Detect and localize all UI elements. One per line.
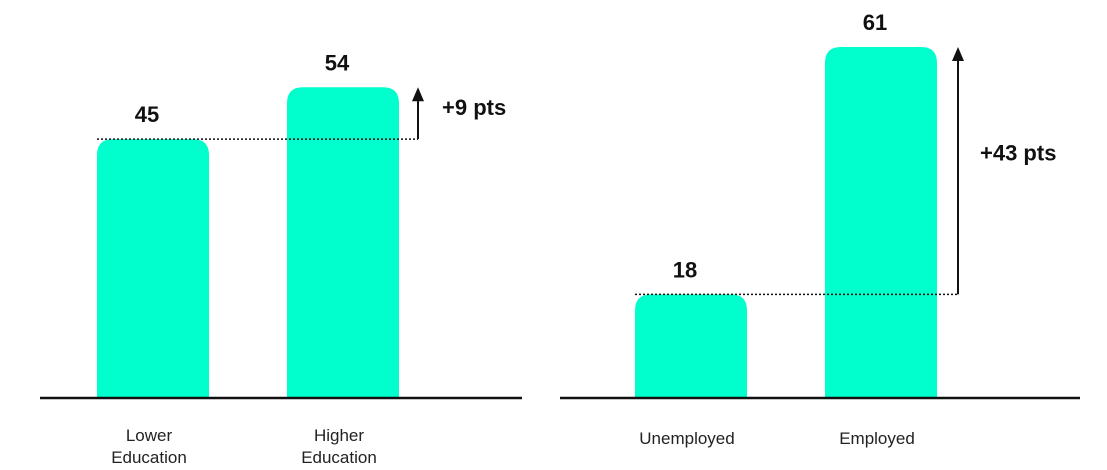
chart-1: 45 Lower Education 54 Higher Education +9 pts [40, 50, 522, 467]
category-label-lower-education: Lower Education [111, 426, 187, 467]
value-label-lower-education: 45 [135, 102, 159, 127]
delta-label: +9 pts [442, 95, 506, 120]
category-label-higher-education: Higher Education [301, 426, 377, 467]
delta-arrowhead [412, 87, 424, 102]
bar-higher-education [287, 87, 399, 398]
value-label-employed: 61 [863, 10, 887, 35]
category-label-unemployed: Unemployed [639, 429, 734, 448]
value-label-unemployed: 18 [673, 257, 697, 282]
chart-2: 18 Unemployed 61 Employed +43 pts [560, 10, 1080, 448]
category-label-employed: Employed [839, 429, 915, 448]
bar-employed [825, 47, 937, 398]
value-label-higher-education: 54 [325, 50, 350, 75]
bar-lower-education [97, 139, 209, 399]
delta-label: +43 pts [980, 141, 1056, 166]
delta-arrowhead [952, 47, 964, 61]
bar-unemployed [635, 294, 747, 398]
